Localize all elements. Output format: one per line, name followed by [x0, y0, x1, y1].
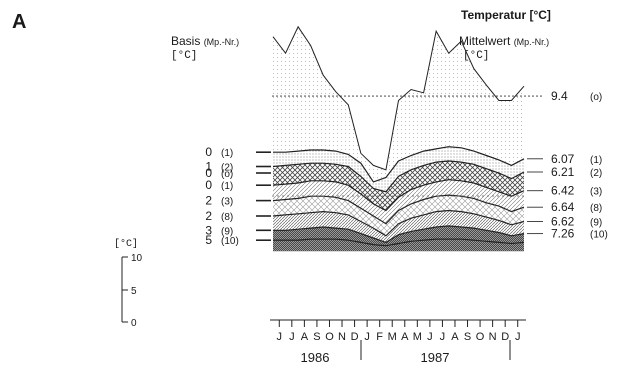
month-label-0: J — [277, 331, 283, 343]
month-label-13: J — [440, 331, 446, 343]
layer-fill-7 — [273, 239, 524, 252]
base-mp-2: (2) — [221, 163, 233, 174]
series-line-4 — [272, 194, 525, 225]
mean-mp-0: (o) — [590, 92, 602, 103]
mean-value-5: 6.62 — [551, 215, 575, 229]
layer-fill-2 — [273, 161, 524, 211]
month-label-15: S — [464, 331, 471, 343]
scale-bar: [°C] 10 5 0 — [114, 238, 143, 329]
month-label-10: A — [401, 331, 409, 343]
base-mp-6: (9) — [221, 226, 233, 237]
year-label-1986: 1986 — [301, 350, 330, 365]
mean-mp-2: (2) — [590, 168, 602, 179]
mean-value-0: 9.4 — [551, 89, 568, 103]
month-label-19: J — [515, 331, 521, 343]
layer-fill-5 — [273, 210, 524, 243]
panel-label: A — [12, 11, 26, 33]
month-label-1: J — [289, 331, 295, 343]
month-label-14: A — [451, 331, 459, 343]
mean-labels: 9.4 (o) 6.07 (1) 6.21 (2) 6.42 (3) 6.64 (8) 6.62 (9… — [272, 89, 608, 241]
series-line-2 — [272, 160, 525, 193]
mean-value-2: 6.21 — [551, 165, 575, 179]
layer-fills — [273, 26, 524, 252]
left-heading-basis: Basis — [171, 34, 200, 48]
base-value-5: 2 — [205, 209, 212, 223]
base-labels: 0 (o) 0 (1) 1 (2) 0 (1) 2 (3) 2 (8) 3 (9) 5 (10) — [205, 145, 271, 247]
month-label-8: F — [376, 331, 383, 343]
base-mp-7: (10) — [221, 236, 239, 247]
series-line-0 — [272, 25, 525, 171]
base-value-0: 0 — [205, 166, 212, 180]
series-lines — [272, 25, 526, 247]
layer-fill-3 — [273, 179, 524, 224]
scale-tick-0: 0 — [131, 318, 137, 329]
scale-unit: [°C] — [114, 238, 138, 250]
month-label-2: A — [301, 331, 309, 343]
month-label-17: N — [489, 331, 497, 343]
month-label-5: N — [338, 331, 346, 343]
month-label-11: M — [413, 331, 422, 343]
mean-value-1: 6.07 — [551, 152, 575, 166]
month-label-6: D — [351, 331, 359, 343]
scale-tick-10: 10 — [131, 253, 143, 264]
series-line-6 — [273, 225, 525, 244]
month-label-16: O — [476, 331, 485, 343]
month-label-7: J — [364, 331, 370, 343]
month-label-18: D — [501, 331, 509, 343]
scale-tick-5: 5 — [131, 286, 137, 297]
series-line-7 — [273, 238, 525, 247]
year-label-1987: 1987 — [421, 350, 450, 365]
layer-fill-6 — [273, 225, 524, 246]
left-heading-mp: (Mp.-Nr.) — [204, 37, 240, 47]
mean-mp-6: (10) — [590, 230, 608, 241]
right-heading-unit: [°C] — [463, 50, 489, 62]
right-heading-mp: (Mp.-Nr.) — [514, 37, 550, 47]
mean-mp-4: (8) — [590, 203, 602, 214]
base-value-4: 2 — [205, 194, 212, 208]
base-value-1: 0 — [205, 145, 212, 159]
left-heading: Basis (Mp.-Nr.) — [171, 34, 239, 48]
chart-title: Temperatur [°C] — [461, 8, 551, 22]
mean-mp-3: (3) — [590, 187, 602, 198]
series-line-3 — [272, 179, 525, 212]
right-heading: Mittelwert (Mp.-Nr.) — [459, 34, 549, 48]
mean-value-4: 6.64 — [551, 200, 575, 214]
series-line-1 — [273, 146, 525, 183]
base-mp-5: (8) — [221, 212, 233, 223]
layer-fill-1 — [273, 146, 524, 192]
series-line-5 — [272, 209, 525, 237]
month-label-4: O — [325, 331, 334, 343]
mean-mp-5: (9) — [590, 218, 602, 229]
layer-fill-0 — [273, 26, 524, 182]
month-label-3: S — [313, 331, 320, 343]
base-mp-0: (o) — [221, 169, 233, 180]
layer-fill-4 — [273, 195, 524, 236]
mean-value-3: 6.42 — [551, 184, 575, 198]
base-mp-3: (1) — [221, 181, 233, 192]
month-label-9: M — [388, 331, 397, 343]
mean-value-6: 7.26 — [551, 227, 575, 241]
base-mp-1: (1) — [221, 148, 233, 159]
right-heading-mean: Mittelwert — [459, 34, 511, 48]
base-mp-4: (3) — [221, 197, 233, 208]
month-label-12: J — [427, 331, 433, 343]
base-value-3: 0 — [205, 178, 212, 192]
left-heading-unit: [°C] — [171, 50, 197, 62]
mean-mp-1: (1) — [590, 155, 602, 166]
base-value-6: 3 — [205, 223, 212, 237]
base-value-7: 5 — [205, 233, 212, 247]
base-value-2: 1 — [205, 160, 212, 174]
